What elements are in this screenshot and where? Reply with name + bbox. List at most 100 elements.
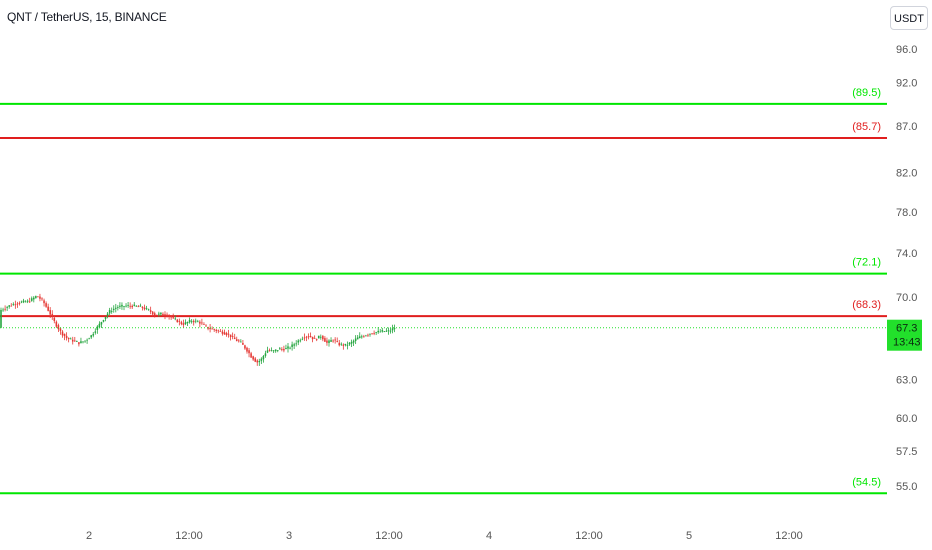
candle-body-90 xyxy=(184,322,187,325)
candle-body-46 xyxy=(94,331,97,333)
candle-body-117 xyxy=(240,341,242,343)
candle-body-131 xyxy=(268,350,271,352)
level-label-1: (85.7) xyxy=(852,121,881,133)
candle-body-99 xyxy=(203,324,205,325)
candle-body-30 xyxy=(61,331,64,336)
candle-body-47 xyxy=(96,326,99,330)
y-tick-label-6: 70.0 xyxy=(896,292,917,304)
candle-body-132 xyxy=(270,350,273,352)
candle-body-129 xyxy=(264,353,267,356)
candle-body-11 xyxy=(22,300,25,303)
candle-body-21 xyxy=(43,300,45,304)
candle-body-146 xyxy=(299,340,302,342)
x-tick-label-7: 12:00 xyxy=(775,530,803,542)
candle-body-56 xyxy=(115,307,117,309)
x-tick-label-2: 3 xyxy=(286,530,292,542)
candle-body-18 xyxy=(37,296,39,298)
candle-body-65 xyxy=(133,304,136,306)
last-price-countdown: 13:43 xyxy=(893,337,921,349)
candle-body-177 xyxy=(363,336,365,338)
candle-body-152 xyxy=(311,336,314,340)
candle-body-119 xyxy=(244,345,246,349)
candle-body-55 xyxy=(112,308,115,310)
candle-body-0 xyxy=(0,309,2,328)
candle-body-78 xyxy=(160,312,162,315)
candle-body-169 xyxy=(346,344,349,346)
candle-body-87 xyxy=(178,320,181,322)
candle-body-168 xyxy=(344,343,347,346)
candle-body-175 xyxy=(358,336,361,338)
x-tick-label-1: 12:00 xyxy=(175,530,203,542)
candle-body-38 xyxy=(78,342,80,345)
candle-body-114 xyxy=(233,337,236,340)
candle-body-135 xyxy=(276,350,279,351)
candle-body-110 xyxy=(225,332,228,335)
candle-body-178 xyxy=(365,335,367,337)
candle-body-62 xyxy=(127,305,129,306)
candle-body-96 xyxy=(197,321,199,323)
candle-body-7 xyxy=(14,304,17,306)
candle-body-102 xyxy=(209,328,211,330)
candle-body-84 xyxy=(172,317,174,319)
y-tick-label-7: 63.0 xyxy=(896,375,917,387)
candle-body-162 xyxy=(332,340,334,342)
candle-body-164 xyxy=(336,341,338,342)
last-price-tag xyxy=(887,319,922,351)
candle-body-172 xyxy=(352,340,355,343)
candle-body-41 xyxy=(84,340,86,342)
candle-body-98 xyxy=(201,322,203,324)
level-label-4: (54.5) xyxy=(852,476,881,488)
candle-body-63 xyxy=(129,305,131,307)
candle-body-5 xyxy=(10,305,13,307)
candle-body-183 xyxy=(375,332,377,333)
candle-body-170 xyxy=(348,342,351,345)
candle-body-141 xyxy=(289,347,291,349)
candle-body-148 xyxy=(303,337,306,339)
candle-body-3 xyxy=(6,307,8,308)
candle-body-150 xyxy=(307,336,310,338)
candle-body-165 xyxy=(338,342,341,346)
candle-body-163 xyxy=(334,339,336,341)
candle-body-121 xyxy=(248,350,250,354)
price-axis[interactable]: 96.0 92.0 87.0 82.0 78.0 74.0 70.0 63.0 60.0 57.5… xyxy=(896,44,917,493)
currency-unit-button[interactable]: USDT xyxy=(890,6,928,30)
candle-body-176 xyxy=(361,336,363,338)
candle-body-19 xyxy=(39,296,41,299)
candle-body-54 xyxy=(110,311,113,312)
candle-body-75 xyxy=(153,313,156,316)
candle-body-23 xyxy=(47,306,49,311)
level-label-3: (68.3) xyxy=(852,299,881,311)
candle-body-137 xyxy=(281,348,283,350)
candle-body-6 xyxy=(12,304,15,306)
candle-body-166 xyxy=(340,343,343,345)
x-tick-label-6: 5 xyxy=(686,530,692,542)
candle-body-190 xyxy=(389,330,392,332)
candle-body-107 xyxy=(219,331,222,332)
candle-body-81 xyxy=(166,314,168,317)
candle-body-138 xyxy=(283,348,285,351)
candle-body-109 xyxy=(223,332,226,335)
candle-body-83 xyxy=(170,316,172,318)
candle-body-142 xyxy=(291,344,293,347)
candle-body-158 xyxy=(324,338,326,342)
candle-body-16 xyxy=(33,297,35,300)
candle-body-2 xyxy=(4,308,6,310)
symbol-title: QNT / TetherUS, 15, BINANCE xyxy=(7,10,167,24)
candle-body-115 xyxy=(235,339,238,342)
time-axis[interactable]: 2 12:00 3 12:00 4 12:00 5 12:00 xyxy=(86,530,803,542)
candle-body-149 xyxy=(305,336,308,338)
candle-body-151 xyxy=(309,336,312,338)
candle-body-118 xyxy=(242,342,244,345)
y-tick-label-8: 60.0 xyxy=(896,413,917,425)
candle-body-45 xyxy=(92,333,95,336)
y-tick-label-3: 82.0 xyxy=(896,168,917,180)
candle-body-157 xyxy=(322,336,324,340)
candle-body-60 xyxy=(123,306,125,307)
candle-body-28 xyxy=(57,325,60,330)
candle-body-33 xyxy=(67,337,70,340)
candle-body-82 xyxy=(168,315,170,317)
candle-body-72 xyxy=(147,309,150,311)
x-tick-label-3: 12:00 xyxy=(375,530,403,542)
candle-body-88 xyxy=(180,322,183,324)
